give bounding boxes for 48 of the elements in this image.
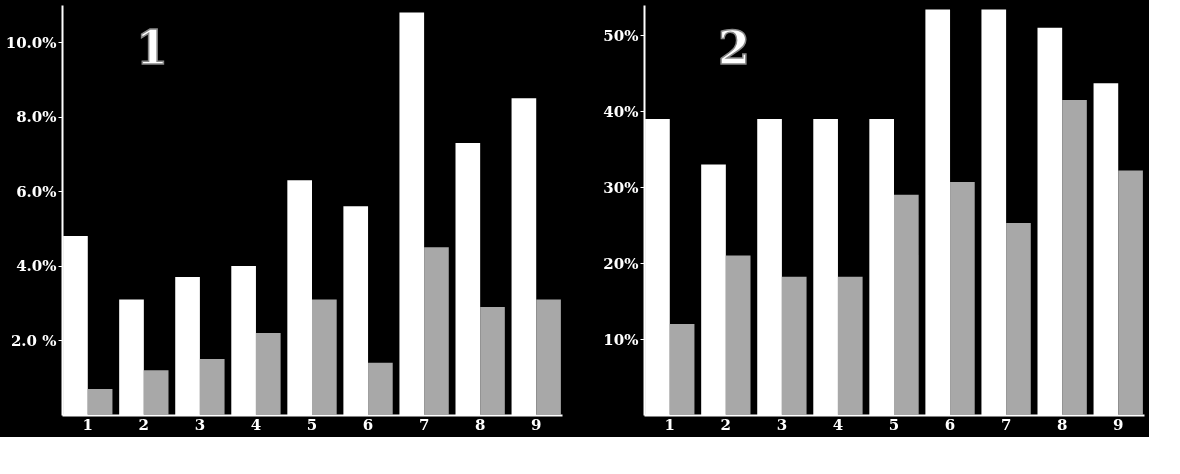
chart-title: 2 [717, 21, 751, 75]
x-tick-label: 3 [194, 415, 206, 434]
y-tick-label: 20% [603, 254, 639, 273]
y-tick-label: 2.0 % [10, 331, 57, 350]
bar [669, 323, 695, 415]
x-tick-label: 1 [664, 415, 675, 434]
y-tick-label: 8.0% [16, 108, 57, 127]
y-tick-label: 10.0% [5, 33, 57, 52]
y-tick-label: 10% [603, 330, 639, 349]
x-tick-label: 9 [531, 415, 542, 434]
bar [255, 333, 281, 415]
bar [199, 359, 225, 415]
y-tick-label: 30% [603, 178, 639, 197]
x-tick-label: 9 [1113, 415, 1124, 434]
bar [1006, 222, 1031, 415]
x-tick-label: 6 [362, 415, 374, 434]
x-tick-label: 7 [418, 415, 430, 434]
x-tick-label: 3 [776, 415, 788, 434]
x-tick-label: 5 [888, 415, 900, 434]
y-tick-label: 4.0% [16, 257, 57, 276]
x-tick-label: 6 [944, 415, 956, 434]
x-tick-label: 5 [306, 415, 318, 434]
x-tick-label: 4 [250, 415, 262, 434]
bar [143, 370, 169, 415]
x-tick-label: 7 [1000, 415, 1012, 434]
bar [1062, 99, 1087, 415]
x-tick-label: 1 [82, 415, 93, 434]
bar [480, 306, 505, 415]
bar [424, 247, 449, 415]
bar [837, 276, 863, 415]
x-tick-label: 2 [720, 415, 732, 434]
x-tick-label: 8 [474, 415, 486, 434]
bar [536, 299, 561, 415]
x-tick-label: 4 [832, 415, 844, 434]
y-tick-label: 50% [603, 26, 639, 45]
bar [894, 194, 919, 415]
bar [950, 181, 975, 415]
chart-title: 1 [135, 21, 169, 75]
bar [87, 388, 113, 415]
bar [1118, 170, 1143, 415]
bar [368, 362, 393, 415]
bar [312, 299, 337, 415]
y-tick-label: 40% [603, 102, 639, 121]
x-tick-label: 8 [1056, 415, 1068, 434]
y-tick-label: 6.0% [16, 182, 57, 201]
bar [725, 255, 751, 415]
x-tick-label: 2 [138, 415, 150, 434]
bar [781, 276, 807, 415]
